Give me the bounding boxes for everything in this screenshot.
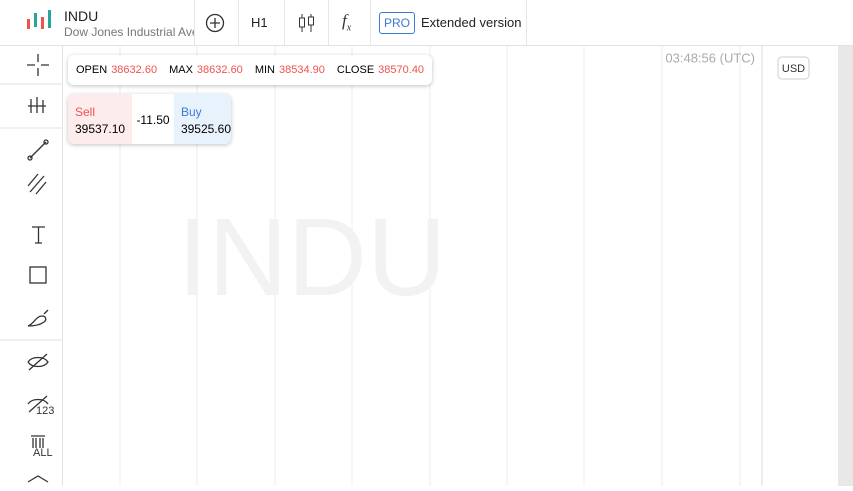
fib-tool[interactable] bbox=[27, 173, 47, 195]
indicator-tool[interactable] bbox=[28, 97, 46, 113]
line-tool[interactable] bbox=[27, 139, 49, 161]
sell-price: 39537.10 bbox=[75, 122, 126, 136]
chart: INDU 03:48:56 (UTC) USD bbox=[119, 46, 853, 486]
extended-version[interactable]: Extended version bbox=[421, 15, 522, 30]
scrollbar[interactable] bbox=[838, 46, 853, 486]
open-value: 38632.60 bbox=[111, 64, 158, 76]
min-label: MIN bbox=[254, 64, 275, 76]
tool-icons: 123 ALL bbox=[0, 54, 62, 483]
max-value: 38632.60 bbox=[196, 64, 243, 76]
symbol[interactable]: INDU bbox=[64, 8, 99, 24]
close-value: 38570.40 bbox=[378, 64, 425, 76]
hide-labels-tool[interactable]: 123 bbox=[27, 395, 54, 417]
min-value: 38534.90 bbox=[278, 64, 325, 76]
watermark: INDU bbox=[178, 196, 447, 319]
drawing-toolbar: 123 ALL bbox=[0, 46, 63, 486]
time-grid bbox=[119, 46, 741, 486]
currency[interactable]: USD bbox=[782, 63, 805, 75]
indicators-button[interactable]: fx bbox=[342, 11, 352, 34]
more-tool[interactable] bbox=[27, 475, 49, 483]
hide-tool[interactable] bbox=[27, 353, 49, 371]
sell-box[interactable]: Sell 39537.10 bbox=[68, 94, 133, 144]
ohlc-panel: OPEN 38632.60 MAX 38632.60 MIN 38534.90 CLO… bbox=[68, 55, 433, 85]
server-time: 03:48:56 (UTC) bbox=[665, 50, 755, 65]
svg-text:ALL: ALL bbox=[33, 447, 53, 459]
symbol-name: Dow Jones Industrial Ave bbox=[64, 25, 194, 39]
svg-text:123: 123 bbox=[36, 405, 54, 417]
logo bbox=[27, 10, 51, 29]
quote-panel: Sell 39537.10 -11.50 Buy 39525.60 bbox=[68, 94, 231, 144]
text-tool[interactable] bbox=[32, 226, 45, 244]
add-button[interactable] bbox=[205, 13, 225, 33]
sell-label: Sell bbox=[75, 105, 96, 119]
chart-type-button[interactable] bbox=[297, 12, 317, 34]
pro-badge[interactable]: PRO bbox=[379, 12, 416, 34]
buy-price: 39525.60 bbox=[180, 122, 231, 136]
crosshair-tool[interactable] bbox=[27, 54, 49, 76]
spread: -11.50 bbox=[136, 113, 170, 127]
brush-tool[interactable] bbox=[27, 309, 49, 327]
max-label: MAX bbox=[169, 64, 193, 76]
delete-tool[interactable]: ALL bbox=[31, 435, 53, 459]
currency-button[interactable] bbox=[777, 56, 810, 80]
open-label: OPEN bbox=[76, 64, 108, 76]
shape-tool[interactable] bbox=[29, 266, 47, 284]
timeframe[interactable]: H1 bbox=[251, 15, 268, 30]
close-label: CLOSE bbox=[336, 64, 375, 76]
toolbar: INDU Dow Jones Industrial Ave H1 fx PRO … bbox=[0, 0, 853, 46]
buy-box[interactable]: Buy 39525.60 bbox=[173, 94, 231, 144]
buy-label: Buy bbox=[180, 105, 202, 119]
